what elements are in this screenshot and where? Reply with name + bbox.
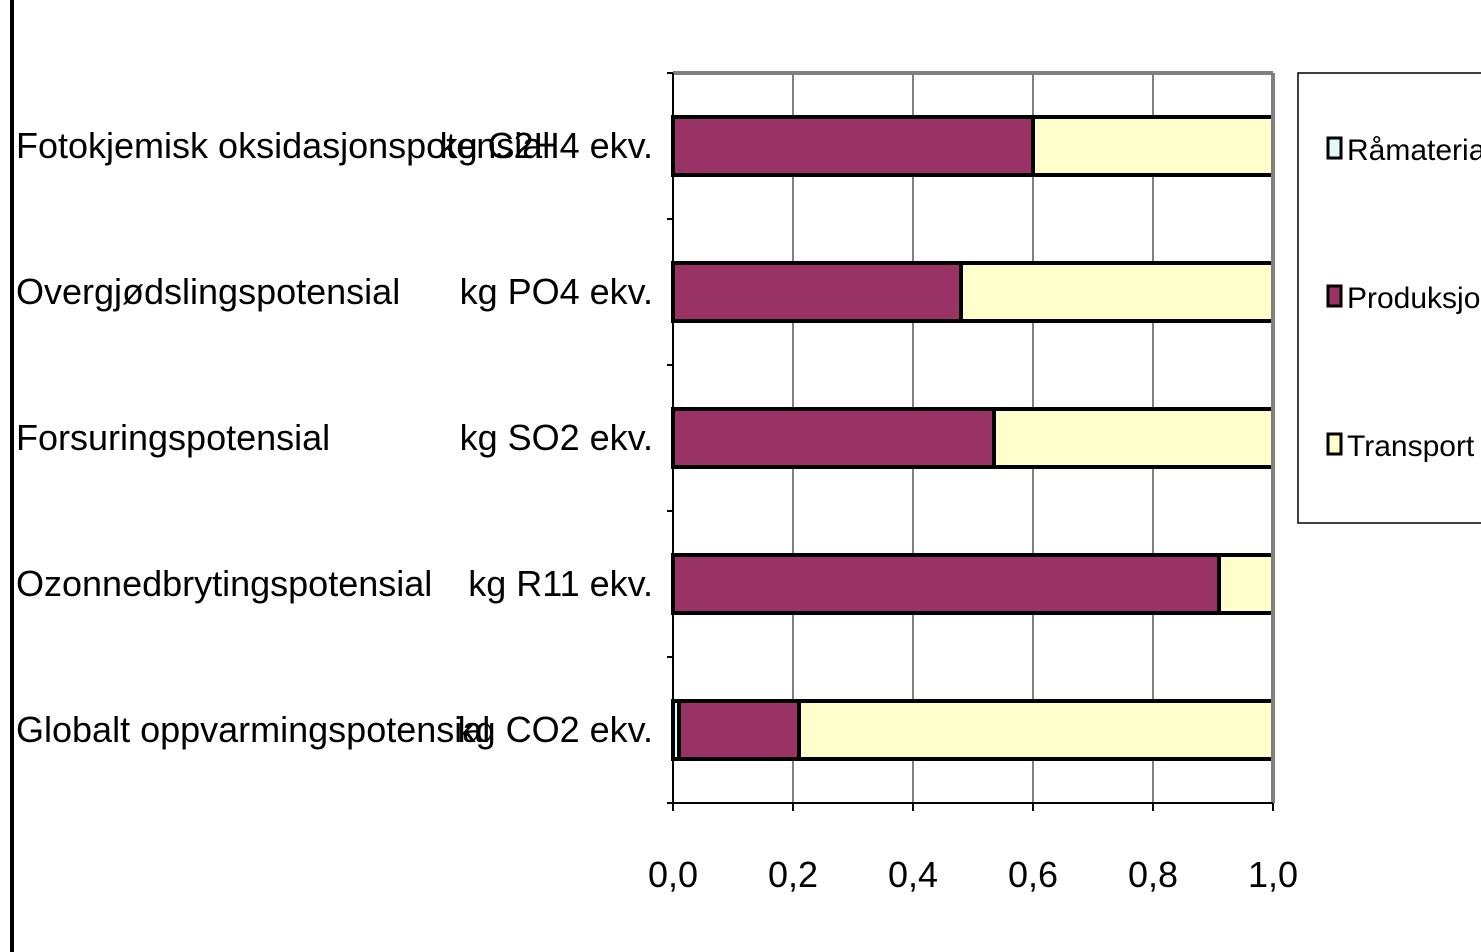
x-tick-label: 0,0 bbox=[648, 854, 698, 895]
bar-segment bbox=[1217, 553, 1275, 615]
unit-label: kg PO4 ekv. bbox=[460, 271, 653, 312]
unit-label: kg SO2 ekv. bbox=[460, 417, 653, 458]
x-tick-label: 0,8 bbox=[1128, 854, 1178, 895]
x-tick-labels: 0,0 0,2 0,4 0,6 0,8 1,0 bbox=[648, 854, 1298, 895]
bar-segment bbox=[677, 699, 801, 761]
category-label: Ozonnedbrytingspotensial bbox=[16, 563, 432, 604]
x-tick-label: 0,6 bbox=[1008, 854, 1058, 895]
x-tick-label: 0,4 bbox=[888, 854, 938, 895]
category-label: Globalt oppvarmingspotensial bbox=[16, 709, 490, 750]
legend-swatch bbox=[1326, 284, 1343, 308]
legend-label: Transport bbox=[1347, 430, 1475, 463]
bar-segment bbox=[1031, 115, 1275, 177]
category-labels: Fotokjemisk oksidasjonspotensial Overgjød… bbox=[16, 125, 550, 750]
unit-labels: kg C2H4 ekv. kg PO4 ekv. kg SO2 ekv. kg R11… bbox=[440, 125, 653, 750]
x-tick-label: 1,0 bbox=[1248, 854, 1298, 895]
axes bbox=[667, 71, 1275, 811]
legend-label: Produksjon bbox=[1347, 282, 1481, 315]
category-label: Forsuringspotensial bbox=[16, 417, 330, 458]
unit-label: kg C2H4 ekv. bbox=[440, 125, 653, 166]
unit-label: kg R11 ekv. bbox=[468, 563, 653, 604]
bar-segment bbox=[992, 407, 1275, 469]
bar-segment bbox=[671, 407, 996, 469]
bars bbox=[671, 115, 1275, 761]
x-tick-label: 0,2 bbox=[768, 854, 818, 895]
bar-segment bbox=[671, 553, 1221, 615]
bar-segment bbox=[959, 261, 1275, 323]
unit-label: kg CO2 ekv. bbox=[458, 709, 653, 750]
legend: Råmaterialer Produksjon Transport bbox=[1297, 72, 1481, 524]
legend-swatch bbox=[1326, 432, 1343, 456]
legend-swatch bbox=[1326, 136, 1343, 160]
category-label: Overgjødslingspotensial bbox=[16, 271, 400, 312]
category-label: Fotokjemisk oksidasjonspotensial bbox=[16, 125, 550, 166]
legend-label: Råmaterialer bbox=[1347, 134, 1481, 167]
bar-segment bbox=[671, 115, 1035, 177]
bar-segment bbox=[797, 699, 1275, 761]
bar-segment bbox=[671, 261, 963, 323]
